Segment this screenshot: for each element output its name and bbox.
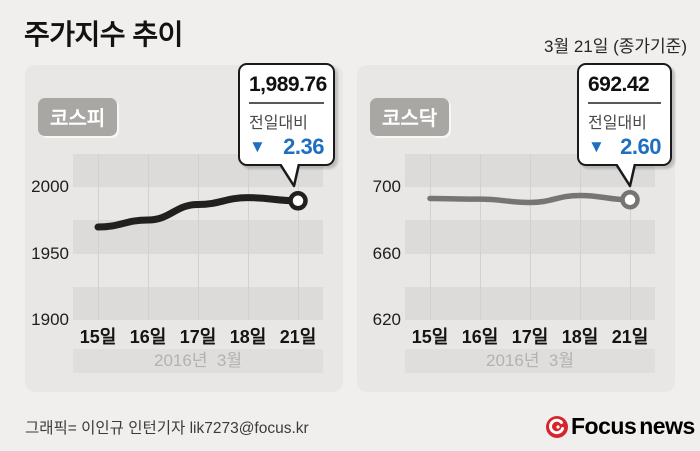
kospi-change-value: 2.36 bbox=[283, 134, 324, 159]
x-tick-label: 18일 bbox=[229, 327, 267, 347]
graphic-credit: 그래픽= 이인규 인턴기자 lik7273@focus.kr bbox=[25, 420, 309, 437]
x-tick-label: 18일 bbox=[561, 327, 599, 347]
date-note: 3월 21일 (종가기준) bbox=[544, 37, 687, 56]
vertical-gridline bbox=[430, 154, 431, 320]
callout-tail bbox=[614, 164, 637, 188]
callout-tail bbox=[278, 164, 301, 188]
index-line-chart bbox=[427, 190, 640, 210]
kosdaq-badge: 코스닥 bbox=[370, 98, 450, 136]
news-wordmark: news bbox=[639, 413, 695, 439]
kosdaq-panel: 코스닥 15일 16일 17일 18일 21일 2016년 3월 692.42 전일대비… bbox=[357, 63, 675, 392]
down-triangle-icon: ▼ bbox=[249, 137, 266, 156]
x-axis-labels: 15일 16일 17일 18일 21일 bbox=[405, 323, 655, 347]
vertical-gridline bbox=[630, 154, 631, 320]
focus-wordmark: Focus bbox=[571, 413, 637, 439]
kosdaq-close-value: 692.42 bbox=[588, 73, 650, 96]
vertical-gridline bbox=[480, 154, 481, 320]
kospi-panel: 코스피 15일 16일 17일 18일 21일 2016년 3월 1,989.76 전일… bbox=[25, 63, 343, 392]
kosdaq-change-value: 2.60 bbox=[620, 134, 661, 159]
index-line-chart bbox=[94, 191, 308, 231]
x-tick-label: 17일 bbox=[511, 327, 549, 347]
y-tick-label: 1950 bbox=[31, 243, 69, 263]
kospi-callout: 1,989.76 전일대비 ▼ 2.36 bbox=[238, 63, 335, 166]
x-tick-label: 16일 bbox=[129, 327, 167, 347]
x-tick-label: 15일 bbox=[411, 327, 449, 347]
x-axis-period-band: 2016년 3월 bbox=[73, 349, 323, 373]
page-title: 주가지수 추이 bbox=[24, 19, 183, 50]
callout-divider bbox=[249, 102, 324, 104]
callout-divider bbox=[588, 102, 661, 104]
x-tick-label: 15일 bbox=[79, 327, 117, 347]
x-tick-label: 21일 bbox=[611, 327, 649, 347]
y-tick-label: 1900 bbox=[31, 310, 69, 329]
x-tick-label: 17일 bbox=[179, 327, 217, 347]
vertical-gridline bbox=[530, 154, 531, 320]
kosdaq-change-row: ▼ 2.60 bbox=[588, 134, 661, 160]
vertical-gridline bbox=[98, 154, 99, 320]
y-tick-label: 2000 bbox=[31, 177, 69, 197]
kospi-badge: 코스피 bbox=[38, 98, 118, 136]
plot-area bbox=[405, 154, 655, 320]
vertical-gridline bbox=[298, 154, 299, 320]
vertical-gridline bbox=[248, 154, 249, 320]
last-point-marker bbox=[288, 191, 308, 211]
vertical-gridline bbox=[148, 154, 149, 320]
kospi-change-row: ▼ 2.36 bbox=[249, 134, 324, 160]
x-axis-period-band: 2016년 3월 bbox=[405, 349, 655, 373]
focus-logo-swirl-icon bbox=[546, 415, 568, 438]
vertical-gridline bbox=[198, 154, 199, 320]
x-axis-labels: 15일 16일 17일 18일 21일 bbox=[73, 323, 323, 347]
x-tick-label: 21일 bbox=[279, 327, 317, 347]
x-tick-label: 16일 bbox=[461, 327, 499, 347]
last-point-marker bbox=[620, 190, 640, 210]
y-tick-label: 660 bbox=[372, 243, 401, 263]
kospi-change-label: 전일대비 bbox=[249, 115, 308, 132]
y-tick-label: 620 bbox=[372, 310, 401, 329]
y-tick-label: 700 bbox=[372, 177, 401, 197]
kosdaq-change-label: 전일대비 bbox=[588, 115, 647, 132]
down-triangle-icon: ▼ bbox=[588, 137, 605, 156]
focus-news-logo: Focus news bbox=[546, 413, 695, 440]
kosdaq-callout: 692.42 전일대비 ▼ 2.60 bbox=[577, 63, 672, 166]
kospi-close-value: 1,989.76 bbox=[249, 73, 327, 96]
vertical-gridline bbox=[580, 154, 581, 320]
